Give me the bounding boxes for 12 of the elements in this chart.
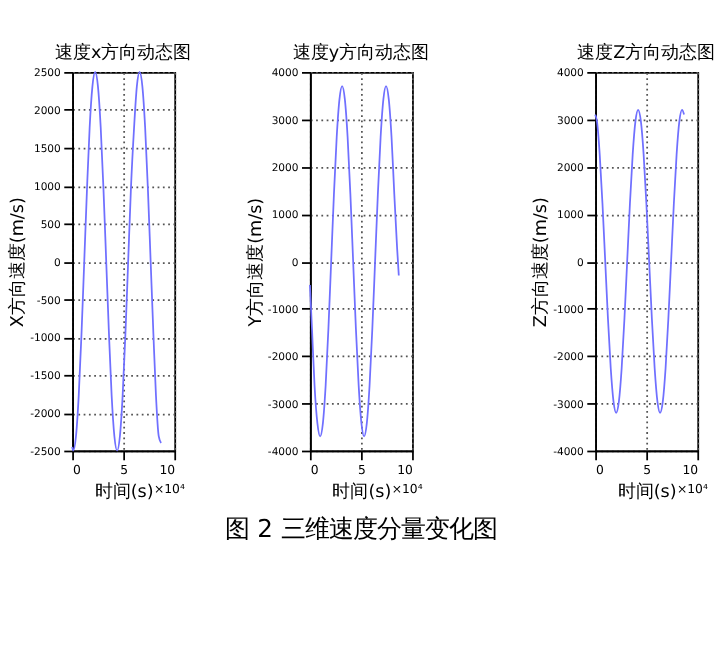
- y-axis-title: Z方向速度(m/s): [530, 197, 553, 328]
- y-axis-title: Y方向速度(m/s): [244, 197, 267, 329]
- y-axis-title: X方向速度(m/s): [7, 197, 30, 328]
- chart-title: 速度x方向动态图: [55, 41, 192, 64]
- chart-title: 速度Z方向动态图: [577, 41, 716, 64]
- line-series: [594, 108, 685, 414]
- line-series: [309, 85, 400, 438]
- x-axis-title: 时间(s): [94, 481, 154, 504]
- x-axis-title: 时间(s): [332, 481, 392, 504]
- x-axis-title: 时间(s): [617, 481, 677, 504]
- caption: 图 2 三维速度分量变化图: [225, 514, 497, 543]
- chart-title: 速度y方向动态图: [292, 41, 430, 64]
